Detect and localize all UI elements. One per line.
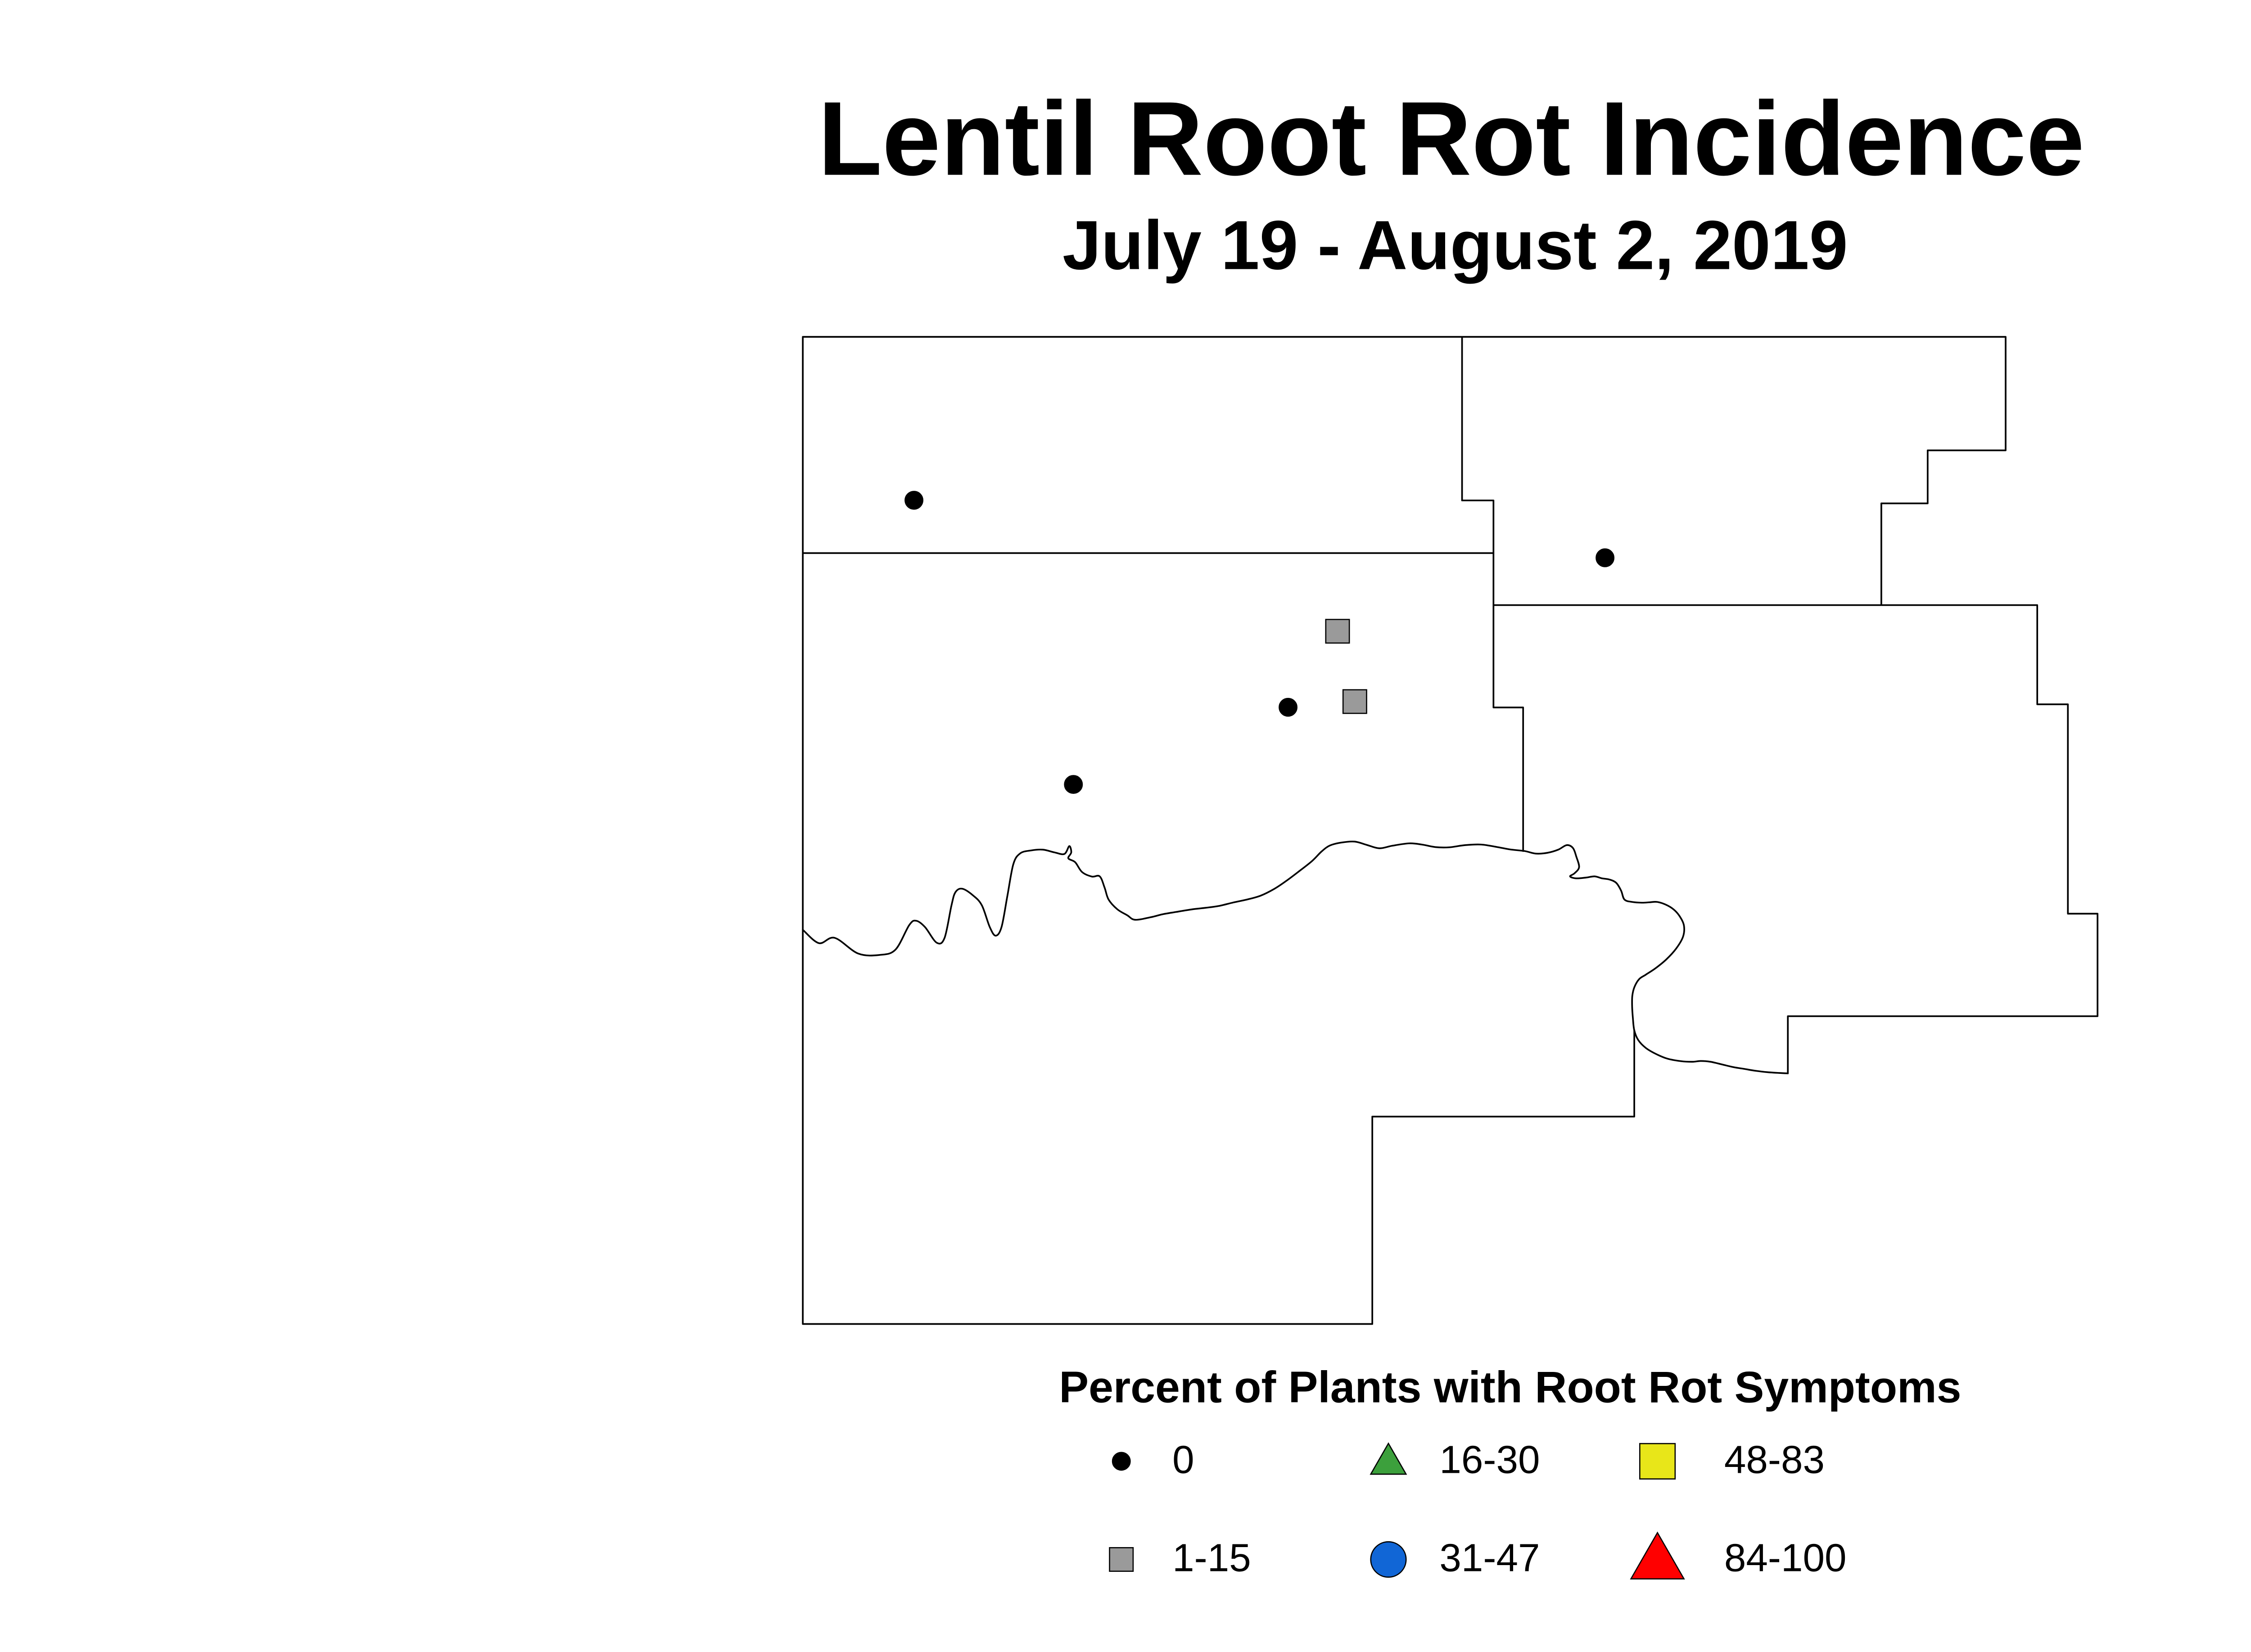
legend-label: 1-15 bbox=[1172, 1538, 1251, 1581]
map-point bbox=[1596, 548, 1615, 567]
map-points bbox=[904, 491, 1615, 794]
legend-label: 84-100 bbox=[1724, 1538, 1847, 1581]
map-point bbox=[1342, 689, 1367, 714]
legend-label: 31-47 bbox=[1439, 1538, 1540, 1581]
map-point bbox=[904, 491, 924, 510]
legend-label: 0 bbox=[1172, 1440, 1194, 1484]
legend-swatch-square-icon bbox=[1109, 1547, 1134, 1572]
legend-swatch-triangle-icon bbox=[1369, 1443, 1406, 1476]
map-point bbox=[1325, 619, 1350, 644]
legend-swatch-triangle-icon bbox=[1631, 1531, 1686, 1580]
legend-label: 48-83 bbox=[1724, 1440, 1825, 1484]
county-borders bbox=[802, 336, 2098, 1325]
river-boundary bbox=[802, 841, 1789, 1074]
map-point bbox=[1279, 697, 1298, 717]
legend-swatch-square-icon bbox=[1640, 1444, 1677, 1480]
legend-swatch-circle-icon bbox=[1112, 1453, 1131, 1472]
page-title: Lentil Root Rot Incidence bbox=[818, 82, 2085, 199]
page-subtitle: July 19 - August 2, 2019 bbox=[1062, 206, 1848, 285]
map-point bbox=[1064, 775, 1083, 794]
legend-title: Percent of Plants with Root Rot Symptoms bbox=[1059, 1363, 1962, 1412]
legend-swatch-circle-icon bbox=[1369, 1541, 1406, 1578]
legend-label: 16-30 bbox=[1439, 1440, 1540, 1484]
